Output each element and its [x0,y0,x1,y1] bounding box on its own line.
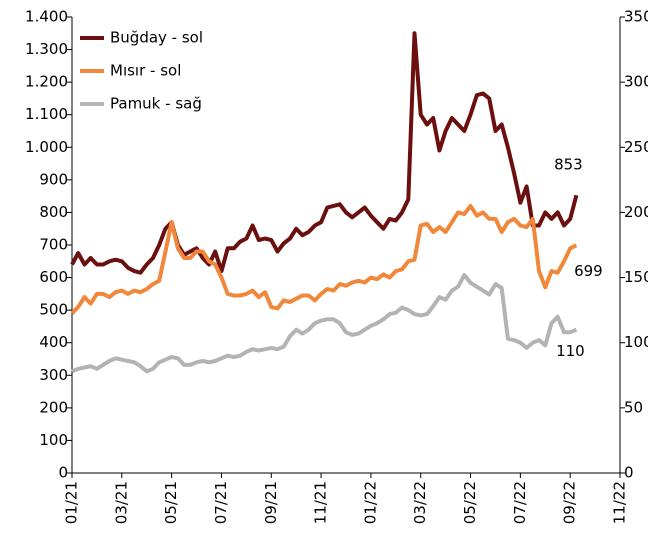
data-label: 853 [554,156,583,174]
data-label: 110 [556,342,585,360]
x-tick-label: 09/22 [561,481,579,524]
y-tick-label: 0 [58,464,68,482]
legend-label: Buğday - sol [110,29,203,47]
y-tick-label: 1.000 [25,138,68,156]
y-tick-label: 1.100 [25,105,68,123]
y-tick-label: 200 [39,398,68,416]
series-line [70,203,578,315]
legend-label: Pamuk - sağ [110,95,202,113]
x-tick-label: 09/21 [262,481,280,524]
x-tick-label: 07/21 [212,481,230,524]
y-tick-label: 800 [39,203,68,221]
series-line [70,31,579,275]
x-tick-label: 11/21 [312,481,330,524]
x-tick-label: 01/21 [63,481,81,524]
y2-tick-label: 0 [624,464,634,482]
y2-tick-label: 200 [624,203,648,221]
y2-tick-label: 300 [624,73,648,91]
x-tick-label: 03/21 [112,481,130,524]
data-label: 699 [574,262,603,280]
y2-tick-label: 150 [624,268,648,286]
x-tick-label: 01/22 [361,481,379,524]
y2-tick-label: 350 [624,8,648,26]
y-tick-label: 600 [39,268,68,286]
x-tick-label: 11/22 [611,481,629,524]
y-tick-label: 100 [39,431,68,449]
y-tick-label: 500 [39,301,68,319]
y-tick-label: 300 [39,366,68,384]
y2-tick-label: 250 [624,138,648,156]
y2-tick-label: 100 [624,333,648,351]
y-tick-label: 400 [39,333,68,351]
y-tick-label: 1.400 [25,8,68,26]
legend-label: Mısır - sol [110,62,181,80]
series-line [71,273,578,374]
y-tick-label: 700 [39,236,68,254]
x-tick-label: 05/22 [461,481,479,524]
x-tick-label: 05/21 [162,481,180,524]
y-tick-label: 900 [39,170,68,188]
y2-tick-label: 50 [624,398,643,416]
y-tick-label: 1.200 [25,73,68,91]
y-tick-label: 1.300 [25,40,68,58]
x-tick-label: 03/22 [411,481,429,524]
x-tick-label: 07/22 [511,481,529,524]
